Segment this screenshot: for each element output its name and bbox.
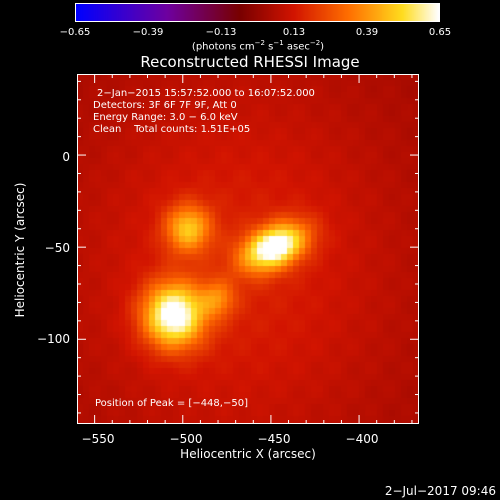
x-tick-label: −400	[345, 432, 379, 446]
y-axis-label: Heliocentric Y (arcsec)	[13, 182, 27, 318]
annotation-time-range: 2−Jan−2015 15:57:52.000 to 16:07:52.000	[97, 88, 315, 99]
image-plot: 2−Jan−2015 15:57:52.000 to 16:07:52.000 …	[77, 74, 419, 424]
colorbar-unit-label: (photons cm−2 s−1 asec−2)	[192, 39, 324, 52]
x-tick-label: −450	[257, 432, 291, 446]
unit-part: asec	[283, 41, 310, 53]
unit-part: s	[264, 41, 274, 53]
x-tick-label: −550	[81, 432, 115, 446]
annotation-counts: Clean Total counts: 1.51E+05	[93, 124, 251, 135]
colorbar	[75, 3, 440, 22]
unit-part: (photons cm	[191, 41, 255, 53]
annotation-energy-range: Energy Range: 3.0 − 6.0 keV	[93, 112, 238, 123]
unit-part: )	[320, 41, 325, 53]
timestamp-footer: 2−Jul−2017 09:46	[384, 484, 496, 498]
y-tick-label: 0	[62, 150, 70, 164]
colorbar-tick-label: −0.39	[132, 27, 164, 38]
colorbar-tick-label: 0.39	[355, 27, 379, 38]
plot-frame	[77, 74, 419, 424]
colorbar-tick-label: −0.65	[59, 27, 91, 38]
colorbar-tick-label: 0.13	[282, 27, 306, 38]
unit-exponent: −2	[254, 39, 265, 47]
y-tick-label: −100	[37, 332, 70, 346]
annotation-peak-position: Position of Peak = [−448,−50]	[95, 398, 248, 409]
x-axis-label: Heliocentric X (arcsec)	[180, 447, 316, 461]
x-tick-label: −500	[169, 432, 203, 446]
heatmap-image	[77, 74, 419, 424]
unit-exponent: −1	[273, 39, 284, 47]
colorbar-tick-label: −0.13	[205, 27, 237, 38]
y-tick-label: −50	[44, 241, 70, 255]
colorbar-tick-label: 0.65	[428, 27, 452, 38]
chart-title: Reconstructed RHESSI Image	[140, 53, 360, 71]
unit-exponent: −2	[309, 39, 321, 47]
plot-axes	[77, 74, 419, 424]
annotation-detectors: Detectors: 3F 6F 7F 9F, Att 0	[93, 100, 237, 111]
colorbar-gradient	[76, 4, 439, 21]
